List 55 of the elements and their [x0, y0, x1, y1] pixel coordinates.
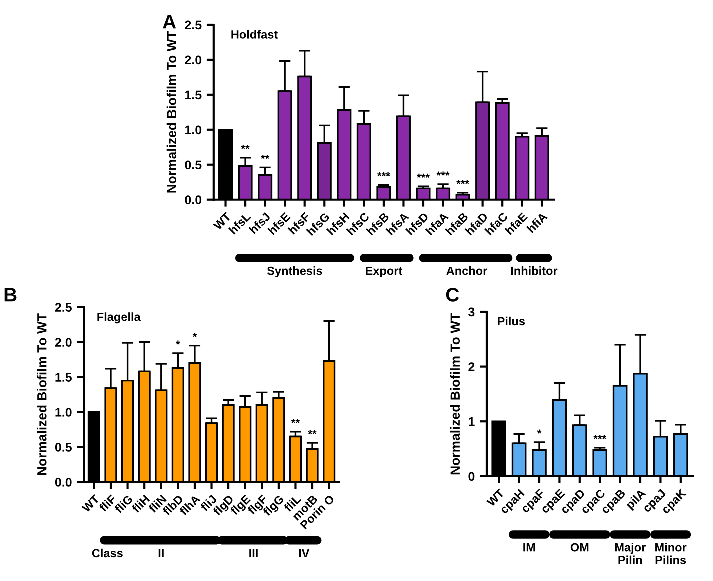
y-tick-label: 0.5 [185, 160, 202, 170]
y-tick-label: 2.0 [55, 338, 72, 347]
x-tick-label: WT [82, 494, 100, 514]
x-tick-label: fliH [131, 494, 150, 514]
text: III [250, 549, 258, 558]
x-tick-label: flhA [178, 494, 201, 516]
text: Export [366, 266, 402, 278]
text: Synthesis [267, 266, 322, 278]
chart-subtitle: Holdfast [232, 30, 278, 39]
x-tick-label: WT [486, 488, 506, 508]
annotation: ** [261, 154, 270, 160]
y-tick-label: 0.0 [185, 196, 202, 205]
annotation: ** [241, 145, 250, 150]
annotation: * [176, 340, 180, 345]
text: Class [92, 548, 123, 558]
chart-title: C [446, 288, 460, 302]
y-tick-label: 1.5 [186, 90, 202, 100]
text: IV [299, 549, 310, 558]
text: Minor Pilins [656, 543, 687, 564]
y-tick-label: 2.5 [185, 20, 202, 30]
text: Inhibitor [511, 266, 558, 276]
chart-title: A [163, 15, 176, 29]
text: OM [570, 543, 589, 552]
annotation: *** [377, 172, 390, 177]
x-tick-label: hfiA [526, 212, 548, 234]
annotation: *** [594, 435, 607, 440]
chart-subtitle: Pilus [498, 316, 526, 326]
annotation: ** [308, 430, 317, 434]
y-tick-label: 1.0 [56, 408, 72, 417]
text: Anchor [446, 266, 488, 276]
text: Major Pilin [615, 543, 646, 564]
annotation: * [537, 430, 542, 434]
y-tick-label: 3 [468, 308, 475, 317]
text: II [158, 549, 164, 558]
y-tick-label: 0 [468, 472, 475, 482]
chart-title: B [4, 288, 17, 302]
chart-subtitle: Flagella [98, 312, 141, 324]
y-tick-label: 2.0 [185, 56, 202, 65]
y-tick-label: 0.5 [55, 443, 72, 452]
y-axis-title: Normalized Biofilm To WT [37, 314, 47, 476]
y-tick-label: 1 [469, 418, 475, 426]
text: IM [524, 544, 536, 552]
annotation: *** [436, 172, 450, 176]
annotation: *** [456, 180, 470, 184]
y-axis-title: Normalized Biofilm To WT [166, 31, 177, 193]
x-tick-label: fliG [114, 494, 134, 514]
y-tick-label: 2.5 [55, 303, 72, 312]
y-tick-label: 2 [468, 362, 475, 372]
annotation: *** [417, 174, 430, 178]
y-tick-label: 1.0 [186, 126, 202, 135]
y-tick-label: 0.0 [55, 478, 72, 487]
annotation: * [192, 333, 198, 338]
annotation: ** [291, 419, 300, 424]
y-axis-title: Normalized Biofilm To WT [450, 313, 460, 475]
y-tick-label: 1.5 [56, 373, 72, 382]
